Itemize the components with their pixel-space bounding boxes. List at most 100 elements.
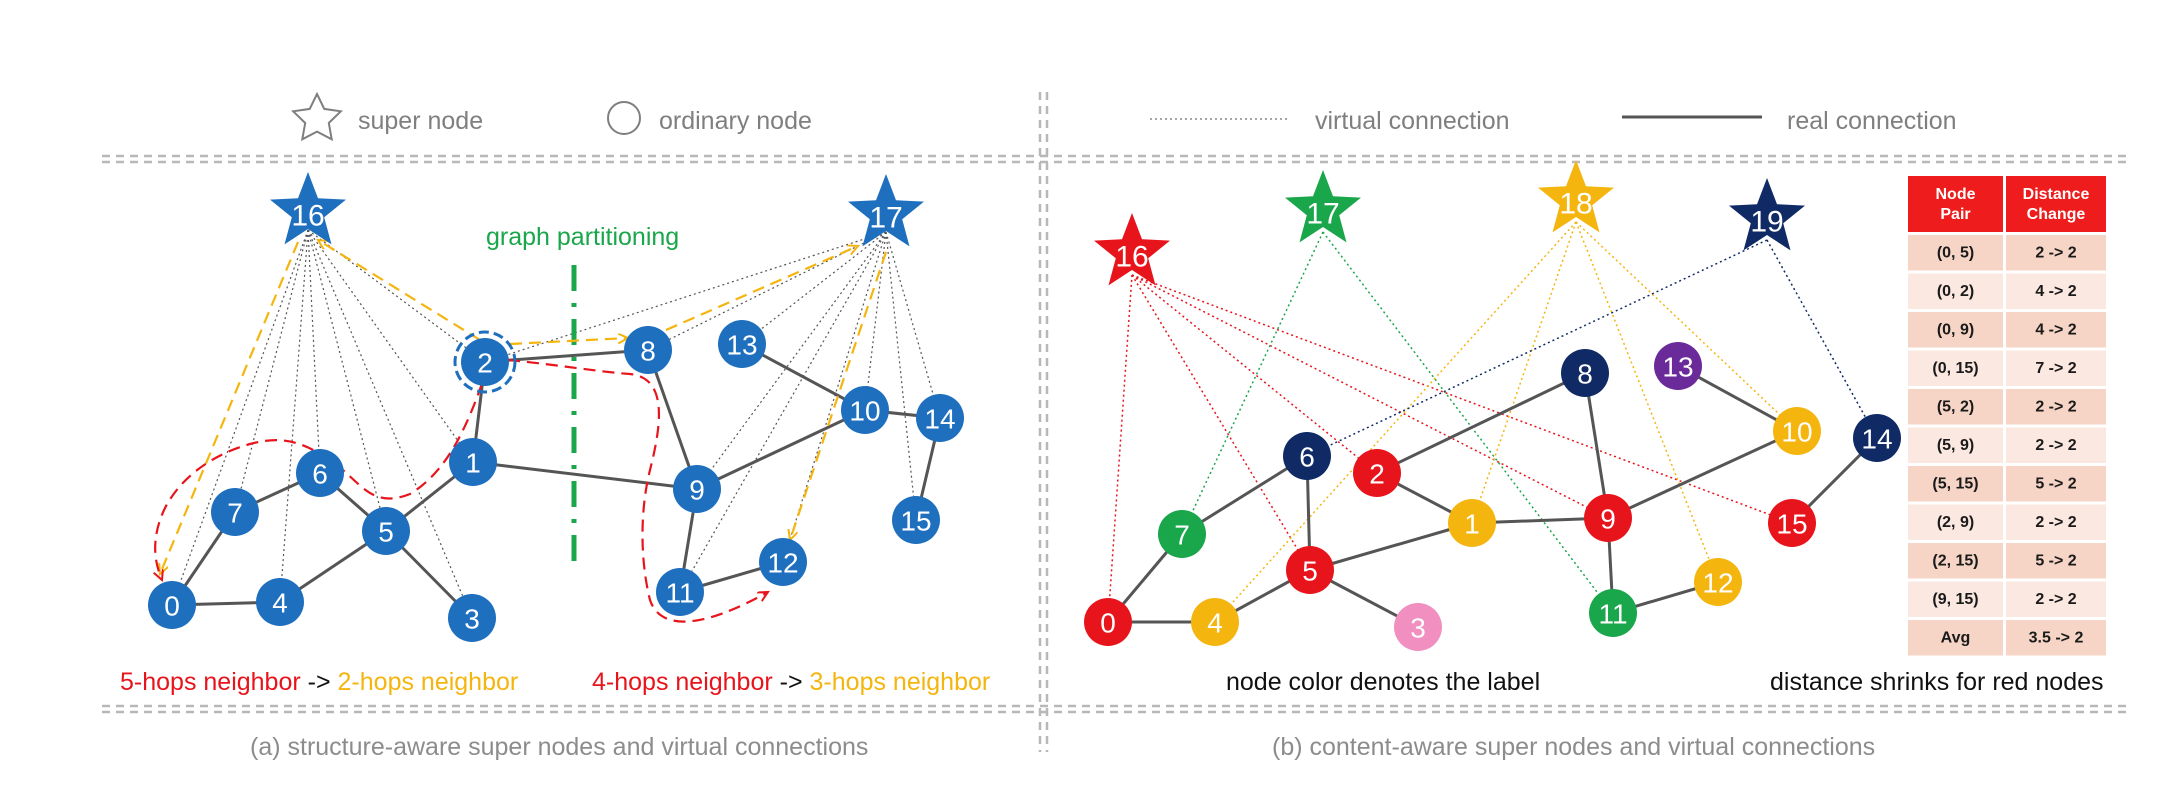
virtual-edge [1107,274,1133,623]
virtual-edge [307,229,321,474]
table-cell [1908,312,2003,348]
node-label: 0 [1100,608,1116,639]
node-6: 6 [1283,432,1331,480]
node-0: 0 [148,581,196,629]
node-circle [449,438,497,486]
node-3: 3 [1394,603,1442,651]
table-cell [1908,504,2003,540]
table-row: Avg 3.5 -> 2 [1908,620,2106,656]
node-7: 7 [1158,510,1206,558]
node-circle [211,488,259,536]
virtual-edge [1322,231,1614,614]
node-pair-cell: Avg [1941,629,1971,646]
node-circle [1773,407,1821,455]
virtual-edge [696,231,887,490]
node-label: 4 [1207,608,1223,639]
distance-change-cell: 4 -> 2 [2035,283,2076,300]
distance-change-cell: 2 -> 2 [2035,244,2076,261]
node-label: 11 [1598,599,1627,630]
node-10: 10 [841,386,889,434]
node-label: 3 [464,604,480,635]
distance-change-cell: 5 -> 2 [2035,552,2076,569]
legend-ordinary-node-label: ordinary node [659,107,812,135]
orange-path-to-17 [665,246,858,332]
node-pair-cell: (9, 15) [1932,591,1978,608]
real-edge [1583,372,1610,519]
node-1: 1 [1448,499,1496,547]
virtual-edge [679,231,887,593]
header-cell [1908,176,2003,232]
super-node-label: 16 [291,200,324,233]
highlight-ring [453,330,517,394]
virtual-edge [307,229,473,619]
node-5: 5 [362,507,410,555]
node-pair-cell: (5, 2) [1937,398,1974,415]
virtual-edge [279,229,309,603]
node-label: 9 [1600,504,1616,535]
node-11: 11 [656,568,704,616]
right-note-to: 3-hops neighbor [810,668,991,696]
super-node-17: 17 [1285,170,1361,243]
node-pair-cell: (2, 15) [1932,552,1978,569]
table-cell [1908,389,2003,425]
node-13: 13 [718,320,766,368]
panel-b-distance-note: distance shrinks for red nodes [1770,668,2104,696]
node-circle [673,465,721,513]
real-edge [1309,521,1473,572]
table-cell [2006,389,2106,425]
table-header: Node Pair Distance Change [1908,176,2106,232]
node-label: 11 [665,578,694,609]
virtual-edge [1766,239,1878,439]
table-cell [2006,273,2106,309]
right-note-arrow: -> [773,668,810,696]
node-circle [1654,342,1702,390]
node-circle [1158,510,1206,558]
panel-a-right-note: 4-hops neighbor -> 3-hops neighbor [592,668,990,696]
node-circle [1853,414,1901,462]
table-cell [1908,581,2003,617]
node-0: 0 [1084,598,1132,646]
table-cell [2006,466,2106,502]
node-circle [1589,589,1637,637]
real-edge [646,349,699,490]
node-11: 11 [1589,589,1637,637]
table-cell [2006,543,2106,579]
frame-lines [102,92,2128,752]
node-8: 8 [1561,349,1609,397]
node-circle [718,320,766,368]
panel-a-virtual-edges [171,229,941,619]
red-path-right [507,358,768,623]
node-2: 2 [1353,449,1401,497]
node-12: 12 [759,538,807,586]
real-edge [1181,454,1308,536]
node-circle [1694,558,1742,606]
node-pair-cell: (0, 2) [1937,283,1974,300]
node-circle [1448,499,1496,547]
virtual-edge [741,231,887,345]
virtual-edge [484,231,887,363]
node-label: 8 [1577,359,1593,390]
legend: super node ordinary node virtual connect… [291,91,1957,142]
super-node-label: 19 [1750,206,1783,239]
star-icon [1538,160,1614,233]
panel-b-caption: (b) content-aware super nodes and virtua… [1272,733,1875,761]
distance-change-cell: 5 -> 2 [2035,475,2076,492]
node-label: 10 [849,396,880,427]
super-node-17: 17 [848,174,924,247]
node-pair-cell: (5, 9) [1937,437,1974,454]
node-pair-cell: (5, 15) [1932,475,1978,492]
node-pair-cell: (0, 9) [1937,321,1974,338]
node-circle [759,538,807,586]
node-pair-cell: (2, 9) [1937,514,1974,531]
distance-change-cell: 2 -> 2 [2035,437,2076,454]
node-label: 8 [640,336,656,367]
node-circle [1191,598,1239,646]
node-9: 9 [1584,494,1632,542]
table-cell [2006,504,2106,540]
legend-star-icon [291,91,343,142]
header-label: Node Pair [1936,186,1976,223]
table-row: (2, 15) 5 -> 2 [1908,543,2106,579]
